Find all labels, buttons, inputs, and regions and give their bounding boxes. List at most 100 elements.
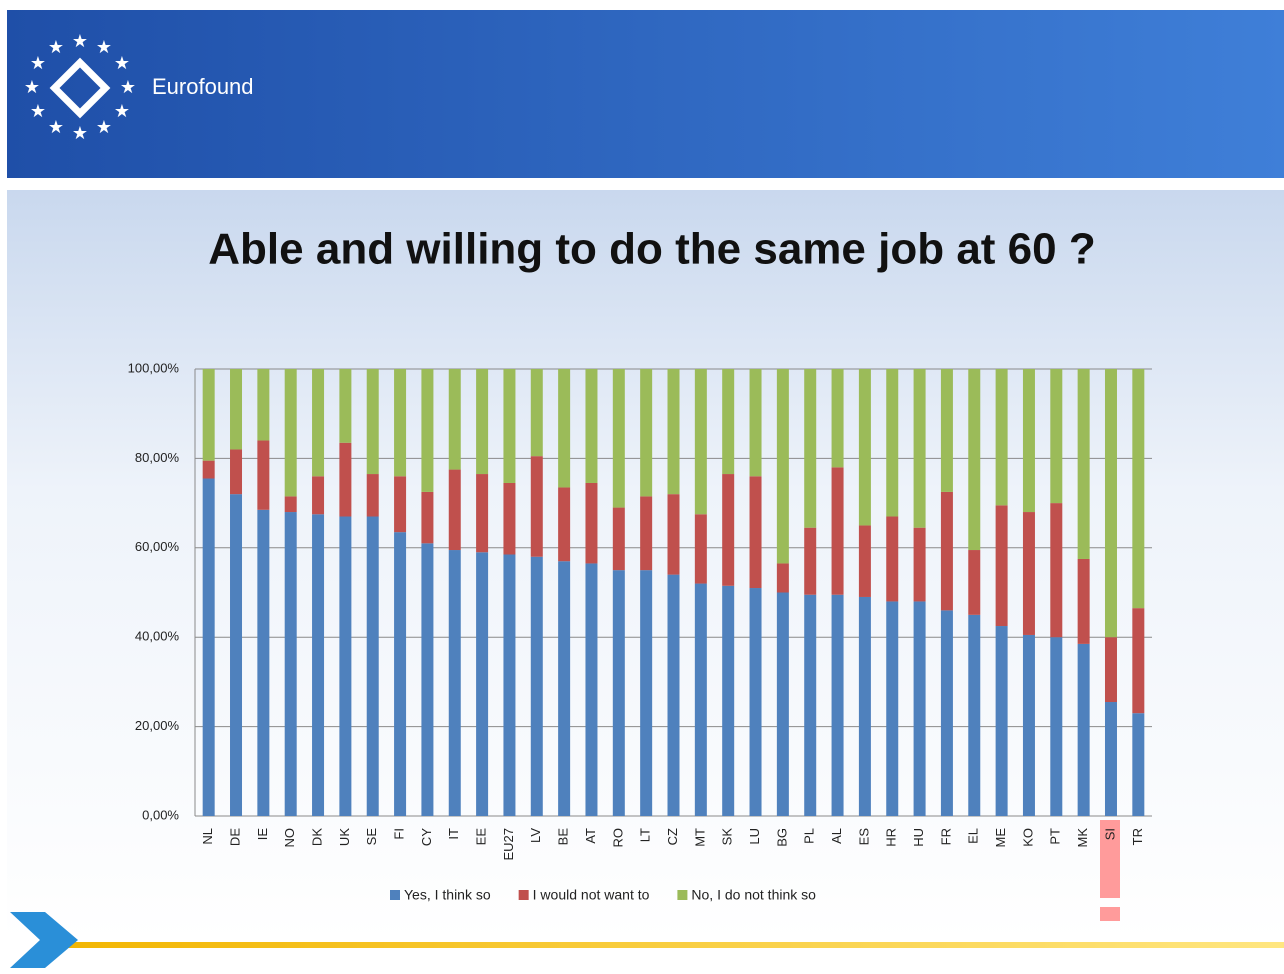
x-tick-label: EE [474,828,489,846]
bar-segment [749,476,762,589]
legend-label: No, I do not think so [691,887,816,903]
bar-segment [913,527,926,602]
bar-segment [913,369,926,528]
x-tick-label: TR [1130,828,1145,845]
x-tick-label: UK [337,828,352,846]
svg-text:★: ★ [114,101,130,121]
y-tick-label: 20,00% [135,718,180,733]
bar-segment [558,487,571,562]
x-tick-label: DE [227,828,242,846]
bar-segment [940,369,953,492]
bar-segment [1077,369,1090,559]
bar-segment [831,594,844,816]
bar-segment [530,369,543,457]
x-tick-label: BE [556,828,571,846]
bar-segment [366,516,379,816]
bar-segment [1022,369,1035,513]
bar-segment [995,626,1008,816]
bar-segment [257,369,270,441]
bar-segment [1022,512,1035,635]
bar-segment [284,512,297,816]
x-tick-label: HU [911,828,926,847]
bar-segment [1132,713,1145,816]
bar-segment [503,554,516,816]
bar-segment [776,369,789,564]
x-tick-label: IT [446,828,461,840]
x-tick-label: ME [993,828,1008,848]
y-tick-label: 100,00% [128,360,180,375]
x-tick-label: DK [309,828,324,846]
bar-segment [366,369,379,475]
x-tick-label: EU27 [501,828,516,861]
bar-segment [339,369,352,443]
bar-segment [1077,643,1090,816]
bar-segment [886,369,899,517]
bar-segment [913,601,926,816]
bar-segment [503,482,516,555]
bar-segment [995,369,1008,506]
y-tick-label: 60,00% [135,539,180,554]
bar-segment [530,456,543,557]
bar-segment [1104,702,1117,816]
x-tick-label: MK [1075,828,1090,848]
bar-segment [284,496,297,513]
bar-segment [284,369,297,497]
bar-segment [257,509,270,816]
x-tick-label: SI [1102,828,1117,840]
legend-label: I would not want to [533,887,650,903]
svg-text:★: ★ [30,53,46,73]
x-tick-label: IE [255,828,270,841]
bar-segment [804,527,817,595]
bar-segment [202,460,215,479]
bar-segment [394,476,407,533]
bar-segment [940,491,953,611]
bar-segment [503,369,516,483]
bar-segment [858,525,871,597]
svg-text:★: ★ [48,117,64,137]
svg-text:★: ★ [114,53,130,73]
x-tick-label: RO [610,828,625,848]
x-tick-label: BG [774,828,789,847]
bar-segment [585,482,598,564]
bar-segment [640,496,653,571]
bar-segment [476,369,489,475]
x-tick-label: AL [829,828,844,844]
bar-segment [202,369,215,461]
bar-segment [831,369,844,468]
bar-segment [1050,503,1063,638]
x-tick-label: LT [638,828,653,842]
svg-text:★: ★ [96,117,112,137]
bar-segment [995,505,1008,627]
x-tick-label: CZ [665,828,680,845]
x-tick-label: SE [364,828,379,846]
bar-segment [968,550,981,615]
bar-segment [640,570,653,816]
bar-segment [940,610,953,816]
bar-segment [804,594,817,816]
x-tick-label: FR [938,828,953,845]
bar-segment [421,369,434,492]
legend-swatch [390,890,400,900]
bar-segment [394,532,407,816]
svg-text:★: ★ [120,77,136,97]
bar-segment [230,369,243,450]
y-tick-label: 0,00% [142,807,179,822]
bar-segment [886,601,899,816]
x-tick-label: ES [856,828,871,846]
svg-text:★: ★ [24,77,40,97]
x-tick-label: PT [1048,828,1063,845]
x-tick-label: FI [392,828,407,840]
legend-label: Yes, I think so [404,887,491,903]
bar-segment [722,369,735,475]
y-tick-label: 80,00% [135,450,180,465]
bar-segment [202,478,215,816]
bar-segment [339,442,352,517]
bar-segment [339,516,352,816]
bar-segment [667,574,680,816]
bar-segment [448,369,461,470]
bar-segment [858,596,871,816]
bar-segment [558,561,571,816]
legend-swatch [518,890,529,900]
x-tick-label: NL [200,828,215,845]
bar-segment [612,570,625,816]
